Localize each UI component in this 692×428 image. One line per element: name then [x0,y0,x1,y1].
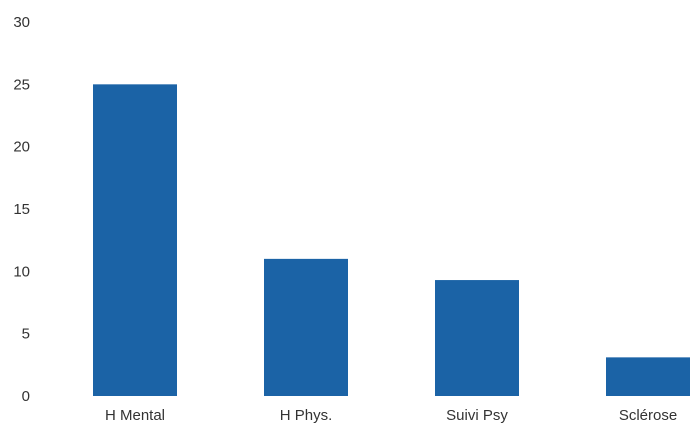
y-tick-label: 30 [13,14,30,31]
y-tick-label: 0 [22,388,30,405]
bar [93,84,177,396]
bars [93,84,690,396]
x-category-label: H Phys. [280,407,333,424]
x-category-label: Sclérose [619,407,677,424]
y-axis-ticks: 0 5 10 15 20 25 30 [13,14,30,405]
x-category-label: H Mental [105,407,165,424]
y-tick-label: 20 [13,139,30,156]
bar [606,357,690,396]
y-tick-label: 25 [13,76,30,93]
bar [264,258,348,396]
y-tick-label: 5 [22,326,30,343]
bar [435,280,519,396]
x-axis-labels: H Mental H Phys. Suivi Psy Sclérose [105,407,677,424]
x-category-label: Suivi Psy [446,407,508,424]
y-tick-label: 10 [13,263,30,280]
y-tick-label: 15 [13,201,30,218]
